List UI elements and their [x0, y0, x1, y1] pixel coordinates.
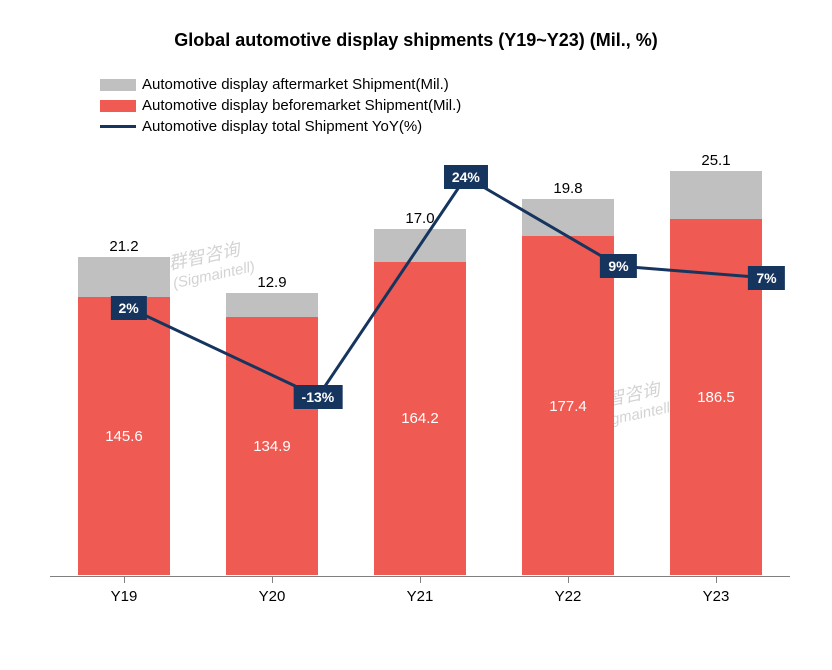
yoy-marker: 2%: [110, 296, 146, 320]
yoy-marker: -13%: [294, 385, 343, 409]
bar-aftermarket-value: 19.8: [522, 180, 614, 197]
yoy-marker: 24%: [444, 165, 488, 189]
bar-aftermarket: [522, 199, 614, 237]
chart-container: Global automotive display shipments (Y19…: [0, 0, 832, 670]
bar-beforemarket-value: 164.2: [374, 410, 466, 427]
bar-aftermarket: [374, 229, 466, 261]
legend: Automotive display aftermarket Shipment(…: [100, 76, 792, 135]
legend-swatch-aftermarket: [100, 79, 136, 91]
x-tick-mark: [420, 577, 421, 583]
x-tick-label: Y19: [78, 588, 170, 605]
x-tick-label: Y20: [226, 588, 318, 605]
x-tick-label: Y22: [522, 588, 614, 605]
legend-label-yoy: Automotive display total Shipment YoY(%): [142, 118, 422, 135]
bar-aftermarket: [670, 171, 762, 219]
watermark-line1: 群智咨询: [167, 237, 253, 275]
bar-beforemarket-value: 177.4: [522, 398, 614, 415]
x-tick-label: Y23: [670, 588, 762, 605]
bar-aftermarket-value: 21.2: [78, 238, 170, 255]
bar-aftermarket: [226, 293, 318, 318]
bar-beforemarket-value: 134.9: [226, 438, 318, 455]
yoy-marker: 7%: [748, 266, 784, 290]
legend-label-beforemarket: Automotive display beforemarket Shipment…: [142, 97, 461, 114]
bar-beforemarket-value: 186.5: [670, 389, 762, 406]
bar-aftermarket: [78, 257, 170, 297]
legend-item-yoy: Automotive display total Shipment YoY(%): [100, 118, 792, 135]
x-tick-mark: [124, 577, 125, 583]
bar-beforemarket-value: 145.6: [78, 428, 170, 445]
legend-line-yoy: [100, 125, 136, 128]
bar-aftermarket-value: 17.0: [374, 210, 466, 227]
chart-title: Global automotive display shipments (Y19…: [40, 30, 792, 51]
bar-aftermarket-value: 12.9: [226, 274, 318, 291]
x-tick-mark: [272, 577, 273, 583]
plot-area: 群智咨询 (Sigmaintell) 群智咨询 (Sigmaintell) Y1…: [50, 155, 790, 575]
yoy-marker: 9%: [600, 254, 636, 278]
legend-item-aftermarket: Automotive display aftermarket Shipment(…: [100, 76, 792, 93]
x-tick-label: Y21: [374, 588, 466, 605]
legend-label-aftermarket: Automotive display aftermarket Shipment(…: [142, 76, 449, 93]
x-tick-mark: [716, 577, 717, 583]
legend-item-beforemarket: Automotive display beforemarket Shipment…: [100, 97, 792, 114]
x-tick-mark: [568, 577, 569, 583]
bar-aftermarket-value: 25.1: [670, 152, 762, 169]
legend-swatch-beforemarket: [100, 100, 136, 112]
